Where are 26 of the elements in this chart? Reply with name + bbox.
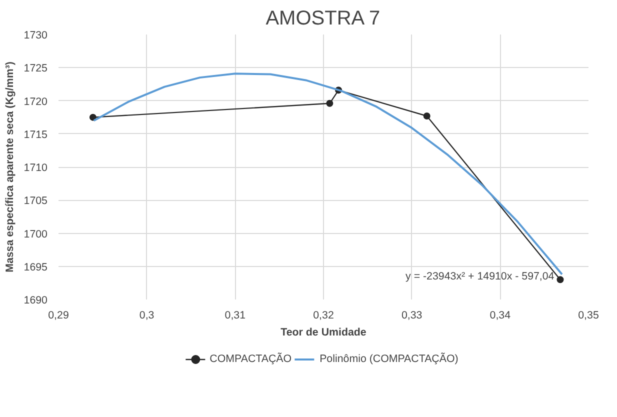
legend-label: COMPACTAÇÃO: [210, 353, 292, 365]
x-tick-label: 0,32: [313, 310, 334, 322]
y-tick-label: 1695: [24, 261, 48, 274]
x-tick-label: 0,29: [48, 310, 69, 322]
x-tick-label: 0,31: [224, 310, 246, 322]
x-tick-label: 0,35: [578, 310, 599, 322]
point: [556, 276, 564, 284]
x-axis-title: Teor de Umidade: [280, 326, 366, 338]
y-tick-label: 1700: [24, 228, 48, 240]
legend-label: Polinômio (COMPACTAÇÃO): [320, 353, 458, 365]
annotation: y = -23943x² + 14910x - 597,04: [406, 270, 554, 282]
y-tick-label: 1710: [24, 162, 48, 174]
y-tick-label: 1720: [24, 96, 48, 108]
point: [89, 114, 96, 121]
y-tick-label: 1690: [24, 294, 48, 306]
y-tick-label: 1705: [24, 195, 48, 208]
y-tick-label: 1715: [24, 128, 48, 141]
x-tick-label: 0,33: [401, 310, 422, 322]
point: [326, 100, 334, 107]
y-tick-label: 1730: [24, 30, 48, 42]
x-tick-label: 0,3: [139, 310, 154, 322]
y-tick-label: 1725: [24, 62, 48, 75]
chart-title: AMOSTRA 7: [266, 8, 380, 30]
point: [423, 112, 430, 120]
x-tick-label: 0,34: [490, 310, 511, 322]
y-axis-title: Massa específica aparente seca (Kg/mm³): [4, 61, 16, 272]
